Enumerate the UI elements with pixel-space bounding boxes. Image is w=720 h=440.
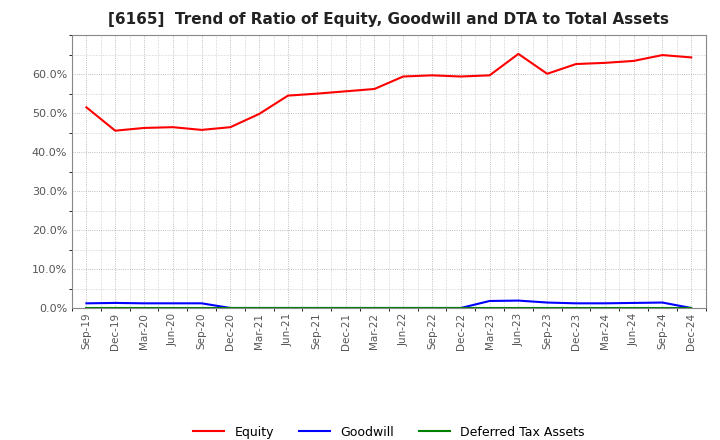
Equity xyxy=(629,58,638,63)
Equity xyxy=(399,74,408,79)
Deferred Tax Assets xyxy=(600,305,609,311)
Goodwill xyxy=(572,301,580,306)
Equity xyxy=(543,71,552,77)
Deferred Tax Assets xyxy=(370,305,379,311)
Equity xyxy=(168,125,177,130)
Equity xyxy=(687,55,696,60)
Goodwill xyxy=(428,305,436,311)
Goodwill xyxy=(255,305,264,311)
Equity xyxy=(197,127,206,132)
Deferred Tax Assets xyxy=(572,305,580,311)
Equity xyxy=(140,125,148,131)
Equity xyxy=(456,74,465,79)
Deferred Tax Assets xyxy=(658,305,667,311)
Deferred Tax Assets xyxy=(456,305,465,311)
Equity xyxy=(658,52,667,58)
Deferred Tax Assets xyxy=(140,305,148,311)
Goodwill xyxy=(82,301,91,306)
Deferred Tax Assets xyxy=(168,305,177,311)
Line: Goodwill: Goodwill xyxy=(86,301,691,308)
Equity xyxy=(370,86,379,92)
Equity xyxy=(572,62,580,67)
Deferred Tax Assets xyxy=(226,305,235,311)
Deferred Tax Assets xyxy=(312,305,321,311)
Deferred Tax Assets xyxy=(82,305,91,311)
Deferred Tax Assets xyxy=(687,305,696,311)
Deferred Tax Assets xyxy=(485,305,494,311)
Equity xyxy=(485,73,494,78)
Equity xyxy=(284,93,292,98)
Deferred Tax Assets xyxy=(111,305,120,311)
Equity xyxy=(428,73,436,78)
Equity xyxy=(341,89,350,94)
Legend: Equity, Goodwill, Deferred Tax Assets: Equity, Goodwill, Deferred Tax Assets xyxy=(188,421,590,440)
Deferred Tax Assets xyxy=(514,305,523,311)
Goodwill xyxy=(226,305,235,311)
Goodwill xyxy=(399,305,408,311)
Equity xyxy=(255,111,264,117)
Equity xyxy=(600,60,609,66)
Goodwill xyxy=(168,301,177,306)
Deferred Tax Assets xyxy=(255,305,264,311)
Equity xyxy=(514,51,523,57)
Goodwill xyxy=(197,301,206,306)
Goodwill xyxy=(658,300,667,305)
Goodwill xyxy=(284,305,292,311)
Equity xyxy=(111,128,120,133)
Goodwill xyxy=(370,305,379,311)
Goodwill xyxy=(687,305,696,311)
Title: [6165]  Trend of Ratio of Equity, Goodwill and DTA to Total Assets: [6165] Trend of Ratio of Equity, Goodwil… xyxy=(108,12,670,27)
Goodwill xyxy=(485,298,494,304)
Deferred Tax Assets xyxy=(399,305,408,311)
Deferred Tax Assets xyxy=(341,305,350,311)
Deferred Tax Assets xyxy=(629,305,638,311)
Deferred Tax Assets xyxy=(284,305,292,311)
Goodwill xyxy=(312,305,321,311)
Goodwill xyxy=(629,300,638,305)
Deferred Tax Assets xyxy=(428,305,436,311)
Equity xyxy=(82,105,91,110)
Goodwill xyxy=(514,298,523,303)
Goodwill xyxy=(456,305,465,311)
Line: Equity: Equity xyxy=(86,54,691,131)
Goodwill xyxy=(341,305,350,311)
Deferred Tax Assets xyxy=(543,305,552,311)
Deferred Tax Assets xyxy=(197,305,206,311)
Equity xyxy=(312,91,321,96)
Equity xyxy=(226,125,235,130)
Goodwill xyxy=(600,301,609,306)
Goodwill xyxy=(543,300,552,305)
Goodwill xyxy=(111,300,120,305)
Goodwill xyxy=(140,301,148,306)
